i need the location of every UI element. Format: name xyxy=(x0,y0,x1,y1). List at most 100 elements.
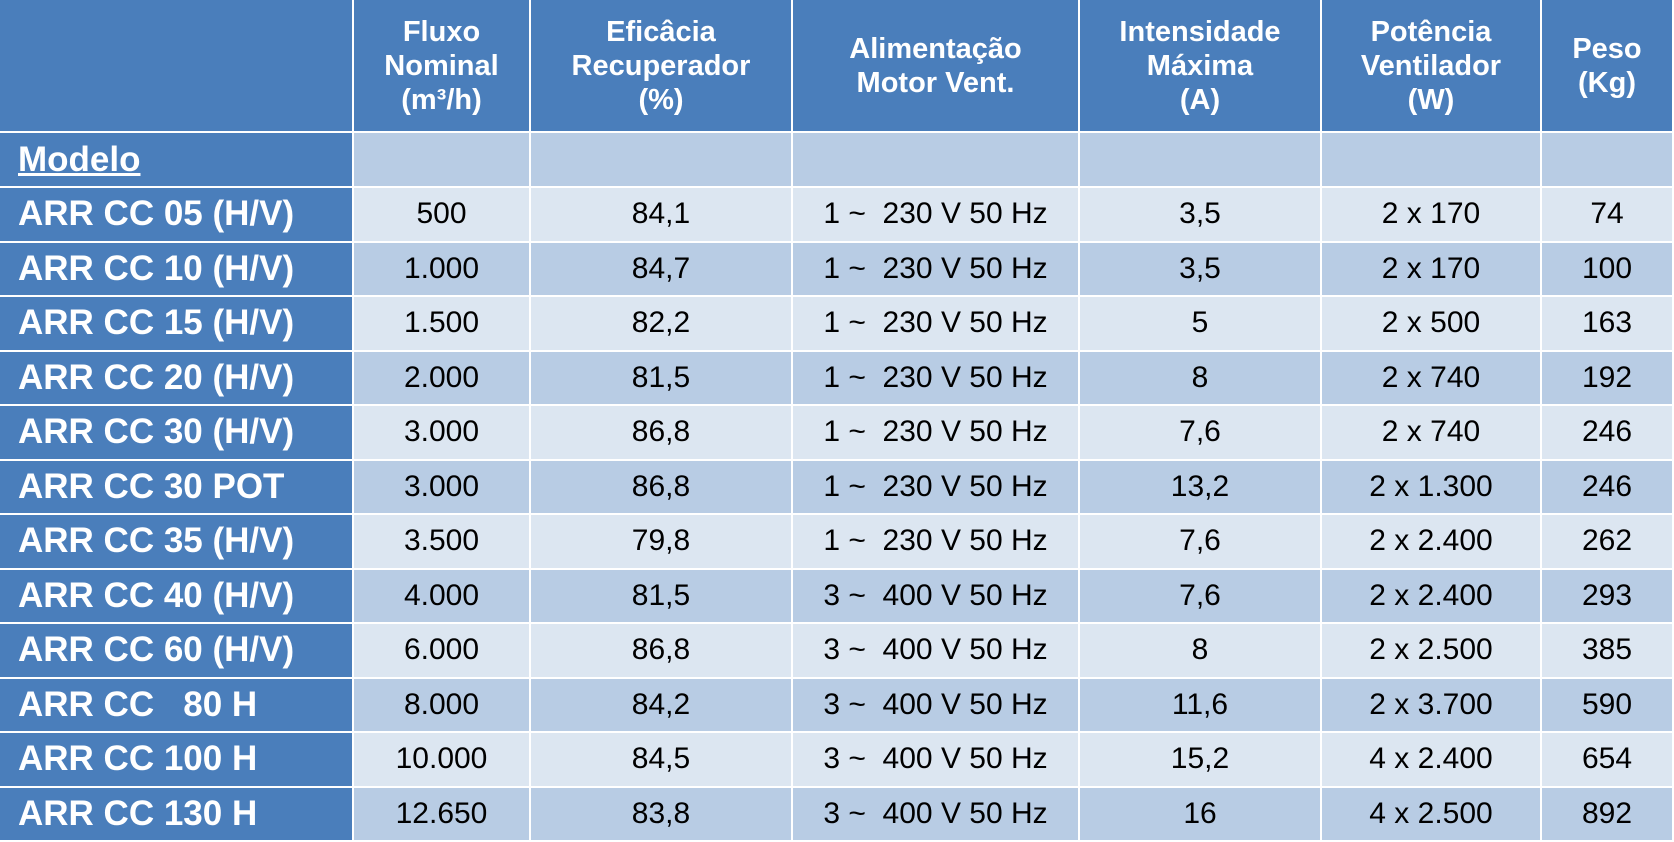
empty-cell xyxy=(1080,133,1322,188)
table-cell: 293 xyxy=(1542,569,1674,624)
table-cell: 2 x 1.300 xyxy=(1322,460,1542,515)
empty-cell xyxy=(354,133,531,188)
table-cell: 7,6 xyxy=(1080,406,1322,461)
model-name: ARR CC 130 H xyxy=(0,787,354,842)
empty-cell xyxy=(1322,133,1542,188)
table-cell: 82,2 xyxy=(531,297,793,352)
table-cell: 246 xyxy=(1542,460,1674,515)
model-name: ARR CC 100 H xyxy=(0,733,354,788)
header-line: (W) xyxy=(1407,83,1455,116)
empty-cell xyxy=(531,133,793,188)
table-cell: 2 x 2.400 xyxy=(1322,569,1542,624)
table-cell: 7,6 xyxy=(1080,569,1322,624)
table-cell: 4 x 2.400 xyxy=(1322,733,1542,788)
table-cell: 2 x 3.700 xyxy=(1322,678,1542,733)
table-cell: 4.000 xyxy=(354,569,531,624)
table-cell: 2 x 740 xyxy=(1322,351,1542,406)
table-cell: 84,1 xyxy=(531,188,793,243)
header-line: Recuperador xyxy=(571,49,751,82)
table-cell: 192 xyxy=(1542,351,1674,406)
table-cell: 2 x 500 xyxy=(1322,297,1542,352)
table-cell: 3 ~ 400 V 50 Hz xyxy=(793,624,1080,679)
table-cell: 1.000 xyxy=(354,242,531,297)
table-cell: 84,2 xyxy=(531,678,793,733)
table-cell: 3.500 xyxy=(354,515,531,570)
table-cell: 16 xyxy=(1080,787,1322,842)
header-line: Peso xyxy=(1572,32,1642,65)
header-line: Eficâcia xyxy=(606,15,716,48)
header-line: (Kg) xyxy=(1578,66,1636,99)
header-line: (%) xyxy=(638,83,684,116)
column-header: Eficâcia Recuperador (%) xyxy=(531,0,793,133)
model-name: ARR CC 30 POT xyxy=(0,460,354,515)
header-line: (A) xyxy=(1179,83,1221,116)
table-cell: 1 ~ 230 V 50 Hz xyxy=(793,460,1080,515)
table-cell: 3.000 xyxy=(354,460,531,515)
table-cell: 86,8 xyxy=(531,460,793,515)
table-cell: 4 x 2.500 xyxy=(1322,787,1542,842)
header-line: Fluxo xyxy=(402,15,481,48)
table-cell: 1.500 xyxy=(354,297,531,352)
model-name: ARR CC 35 (H/V) xyxy=(0,515,354,570)
model-name: ARR CC 40 (H/V) xyxy=(0,569,354,624)
table-cell: 892 xyxy=(1542,787,1674,842)
table-cell: 84,5 xyxy=(531,733,793,788)
table-cell: 100 xyxy=(1542,242,1674,297)
table-cell: 74 xyxy=(1542,188,1674,243)
column-header: Fluxo Nominal (m³/h) xyxy=(354,0,531,133)
table-cell: 2 x 740 xyxy=(1322,406,1542,461)
model-name: ARR CC 20 (H/V) xyxy=(0,351,354,406)
empty-cell xyxy=(793,133,1080,188)
header-line: Potência xyxy=(1370,15,1492,48)
column-header: Alimentação Motor Vent. xyxy=(793,0,1080,133)
model-name: ARR CC 15 (H/V) xyxy=(0,297,354,352)
table-cell: 1 ~ 230 V 50 Hz xyxy=(793,406,1080,461)
table-cell: 8 xyxy=(1080,351,1322,406)
table-cell: 2 x 2.500 xyxy=(1322,624,1542,679)
table-cell: 1 ~ 230 V 50 Hz xyxy=(793,188,1080,243)
header-line: (m³/h) xyxy=(401,83,482,116)
corner-cell xyxy=(0,0,354,133)
table-cell: 7,6 xyxy=(1080,515,1322,570)
column-header: Intensidade Máxima (A) xyxy=(1080,0,1322,133)
header-line: Nominal xyxy=(384,49,499,82)
model-name: ARR CC 60 (H/V) xyxy=(0,624,354,679)
model-name: ARR CC 80 H xyxy=(0,678,354,733)
table-cell: 3 ~ 400 V 50 Hz xyxy=(793,569,1080,624)
table-cell: 3 ~ 400 V 50 Hz xyxy=(793,678,1080,733)
table-cell: 11,6 xyxy=(1080,678,1322,733)
table-cell: 12.650 xyxy=(354,787,531,842)
model-name: ARR CC 10 (H/V) xyxy=(0,242,354,297)
header-line: Ventilador xyxy=(1360,49,1502,82)
table-cell: 8.000 xyxy=(354,678,531,733)
model-name: ARR CC 30 (H/V) xyxy=(0,406,354,461)
table-cell: 3,5 xyxy=(1080,188,1322,243)
empty-cell xyxy=(1542,133,1674,188)
table-cell: 2 x 170 xyxy=(1322,242,1542,297)
table-cell: 1 ~ 230 V 50 Hz xyxy=(793,242,1080,297)
table-cell: 86,8 xyxy=(531,406,793,461)
table-cell: 246 xyxy=(1542,406,1674,461)
header-line: Alimentação xyxy=(849,32,1022,65)
table-cell: 3 ~ 400 V 50 Hz xyxy=(793,733,1080,788)
table-cell: 385 xyxy=(1542,624,1674,679)
table-cell: 6.000 xyxy=(354,624,531,679)
table-cell: 2 x 170 xyxy=(1322,188,1542,243)
table-cell: 10.000 xyxy=(354,733,531,788)
table-cell: 262 xyxy=(1542,515,1674,570)
table-cell: 86,8 xyxy=(531,624,793,679)
table-cell: 3,5 xyxy=(1080,242,1322,297)
table-cell: 654 xyxy=(1542,733,1674,788)
table-cell: 81,5 xyxy=(531,351,793,406)
table-cell: 3 ~ 400 V 50 Hz xyxy=(793,787,1080,842)
header-line: Máxima xyxy=(1146,49,1254,82)
table-cell: 590 xyxy=(1542,678,1674,733)
table-cell: 500 xyxy=(354,188,531,243)
table-cell: 1 ~ 230 V 50 Hz xyxy=(793,351,1080,406)
table-cell: 79,8 xyxy=(531,515,793,570)
column-header: Peso (Kg) xyxy=(1542,0,1674,133)
table-cell: 2 x 2.400 xyxy=(1322,515,1542,570)
row-label-title: Modelo xyxy=(0,133,354,188)
